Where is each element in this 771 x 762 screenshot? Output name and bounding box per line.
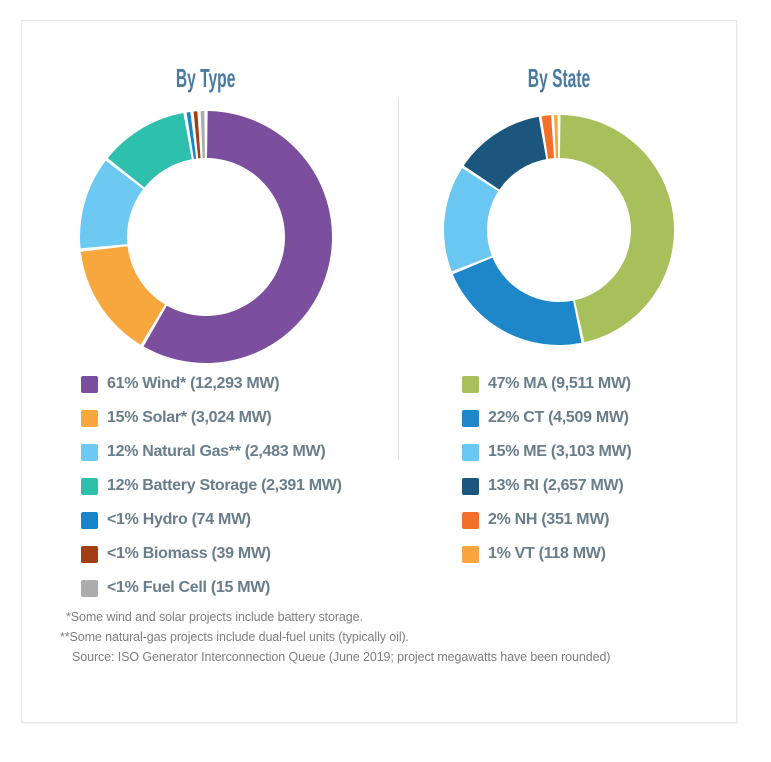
legend-label: 15% Solar* (3,024 MW) <box>107 409 272 426</box>
column-divider <box>398 98 399 460</box>
footnote-natural-gas: **Some natural-gas projects include dual… <box>60 630 409 644</box>
slice-solar <box>80 246 166 345</box>
legend-item-wind: 61% Wind* (12,293 MW) <box>81 367 342 401</box>
legend-label: <1% Fuel Cell (15 MW) <box>107 579 271 596</box>
legend-label: 2% NH (351 MW) <box>488 511 610 528</box>
legend-label: 15% ME (3,103 MW) <box>488 443 632 460</box>
legend-swatch-natural-gas <box>81 443 98 461</box>
legend-item-me: 15% ME (3,103 MW) <box>462 435 632 469</box>
legend-swatch-nh <box>462 511 479 529</box>
legend-swatch-battery-storage <box>81 477 98 495</box>
slice-natural-gas <box>80 160 144 249</box>
legend-swatch-hydro <box>81 511 98 529</box>
by-type-donut-chart <box>80 111 332 363</box>
legend-swatch-ri <box>462 477 479 495</box>
legend-item-nh: 2% NH (351 MW) <box>462 503 631 537</box>
legend-item-fuel-cell: <1% Fuel Cell (15 MW) <box>81 571 342 605</box>
legend-swatch-wind <box>81 375 98 393</box>
slice-fuel-cell <box>200 111 205 159</box>
legend-item-ct: 22% CT (4,509 MW) <box>462 401 631 435</box>
chart-title-by-type-text: By Type <box>176 63 236 93</box>
slice-battery-storage <box>107 113 192 188</box>
chart-title-by-state-text: By State <box>527 63 591 93</box>
legend-swatch-ct <box>462 409 479 427</box>
by-state-donut-chart <box>444 115 675 346</box>
slice-ct <box>452 257 582 346</box>
by-state-legend: 47% MA (9,511 MW) 22% CT (4,509 MW) 15% ME… <box>462 367 632 571</box>
legend-label: 47% MA (9,511 MW) <box>488 375 631 392</box>
legend-swatch-biomass <box>81 545 98 563</box>
by-type-legend: 61% Wind* (12,293 MW) 15% Solar* (3,024 M… <box>81 367 342 605</box>
legend-label: 12% Battery Storage (2,391 MW) <box>107 477 342 494</box>
legend-swatch-vt <box>462 545 479 563</box>
slice-biomass <box>193 111 201 159</box>
legend-label: <1% Biomass (39 MW) <box>107 545 271 562</box>
slice-hydro <box>186 111 197 159</box>
legend-label: 13% RI (2,657 MW) <box>488 477 624 494</box>
legend-item-solar: 15% Solar* (3,024 MW) <box>81 401 342 435</box>
legend-item-biomass: <1% Biomass (39 MW) <box>81 537 342 571</box>
legend-label: 12% Natural Gas** (2,483 MW) <box>107 443 326 460</box>
slice-vt <box>554 115 559 159</box>
footnote-source: Source: ISO Generator Interconnection Qu… <box>72 650 611 664</box>
legend-label: 22% CT (4,509 MW) <box>488 409 629 426</box>
legend-swatch-solar <box>81 409 98 427</box>
legend-label: 1% VT (118 MW) <box>488 545 606 562</box>
chart-title-by-state: By State <box>439 63 679 94</box>
legend-item-ma: 47% MA (9,511 MW) <box>462 367 631 401</box>
legend-item-battery-storage: 12% Battery Storage (2,391 MW) <box>81 469 342 503</box>
legend-label: 61% Wind* (12,293 MW) <box>107 375 280 392</box>
footnotes: *Some wind and solar projects include ba… <box>60 607 610 667</box>
legend-label: <1% Hydro (74 MW) <box>107 511 251 528</box>
legend-swatch-me <box>462 443 479 461</box>
legend-swatch-fuel-cell <box>81 579 98 597</box>
slice-me <box>444 168 499 272</box>
slice-ma <box>559 115 675 343</box>
chart-title-by-type: By Type <box>76 63 336 94</box>
slice-wind <box>143 111 332 363</box>
legend-swatch-ma <box>462 375 479 393</box>
slice-ri <box>463 116 547 190</box>
legend-item-natural-gas: 12% Natural Gas** (2,483 MW) <box>81 435 342 469</box>
slice-nh <box>541 115 555 159</box>
legend-item-vt: 1% VT (118 MW) <box>462 537 631 571</box>
footnote-wind-solar: *Some wind and solar projects include ba… <box>66 610 363 624</box>
legend-item-ri: 13% RI (2,657 MW) <box>462 469 631 503</box>
chart-card: By Type By State 61% Wind* (12,293 MW) 15… <box>21 20 737 723</box>
legend-item-hydro: <1% Hydro (74 MW) <box>81 503 342 537</box>
